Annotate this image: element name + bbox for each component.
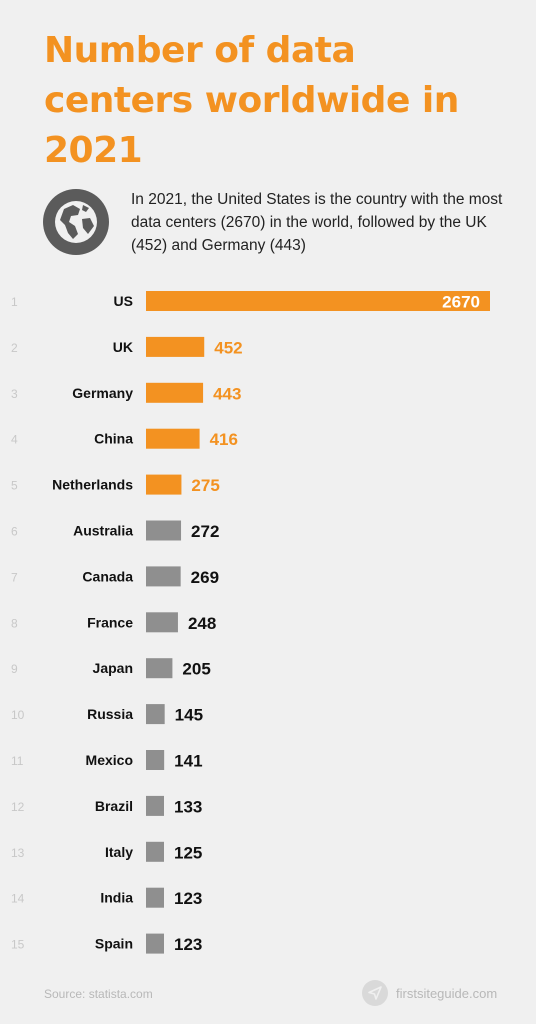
bar-russia [146, 704, 165, 725]
rank-13: 13 [11, 846, 25, 860]
rank-1: 1 [11, 295, 18, 309]
category-label-france: France [87, 614, 133, 630]
bar-chart: 1 US 2670 2 UK 452 3 Germany 443 4 China 416 5 Nether… [11, 291, 490, 954]
value-label-russia: 145 [175, 706, 203, 725]
bar-germany [146, 382, 204, 403]
globe-icon [43, 189, 109, 255]
value-label-brazil: 133 [174, 797, 202, 816]
bar-india [146, 887, 164, 908]
category-label-china: China [94, 431, 133, 447]
rank-15: 15 [11, 938, 25, 952]
rank-12: 12 [11, 800, 25, 814]
value-label-us: 2670 [442, 293, 480, 312]
value-label-germany: 443 [213, 384, 241, 403]
bar-china [146, 428, 200, 449]
category-label-australia: Australia [73, 523, 133, 539]
rank-14: 14 [11, 892, 25, 906]
value-label-netherlands: 275 [191, 476, 219, 495]
value-label-mexico: 141 [174, 752, 202, 771]
category-label-germany: Germany [72, 385, 133, 401]
rank-3: 3 [11, 387, 18, 401]
bar-netherlands [146, 474, 182, 495]
chart-title: Number of data centers worldwide in 2021 [44, 30, 459, 171]
bar-japan [146, 658, 173, 679]
rank-6: 6 [11, 525, 18, 539]
category-label-russia: Russia [87, 706, 133, 722]
bar-uk [146, 336, 205, 357]
rank-2: 2 [11, 341, 18, 355]
category-label-brazil: Brazil [95, 798, 133, 814]
bar-italy [146, 841, 164, 862]
rank-4: 4 [11, 433, 18, 447]
bar-canada [146, 566, 181, 587]
source-label: Source: statista.com [44, 987, 153, 1001]
bar-brazil [146, 795, 164, 816]
rank-7: 7 [11, 570, 18, 584]
value-label-uk: 452 [214, 338, 242, 357]
rank-8: 8 [11, 616, 18, 630]
value-label-china: 416 [210, 430, 238, 449]
bar-mexico [146, 750, 165, 770]
category-label-canada: Canada [82, 568, 133, 584]
value-label-canada: 269 [191, 568, 219, 587]
bar-australia [146, 520, 182, 541]
brand-name: firstsiteguide.com [396, 985, 498, 1001]
chart-subtitle: In 2021, the United States is the countr… [131, 191, 503, 254]
category-label-uk: UK [113, 339, 133, 355]
value-label-france: 248 [188, 614, 216, 633]
rank-9: 9 [11, 662, 18, 676]
paper-plane-icon [362, 980, 388, 1006]
rank-11: 11 [11, 754, 24, 768]
value-label-italy: 125 [174, 843, 202, 862]
bar-spain [146, 933, 164, 954]
category-label-italy: Italy [105, 844, 133, 860]
category-label-japan: Japan [93, 660, 133, 676]
rank-5: 5 [11, 479, 18, 493]
value-label-japan: 205 [182, 660, 210, 679]
value-label-india: 123 [174, 889, 202, 908]
brand-footer[interactable]: firstsiteguide.com [362, 980, 497, 1006]
bar-france [146, 612, 178, 633]
category-label-india: India [100, 890, 133, 906]
category-label-netherlands: Netherlands [52, 477, 133, 493]
value-label-australia: 272 [191, 522, 219, 541]
value-label-spain: 123 [174, 935, 202, 954]
category-label-mexico: Mexico [86, 752, 133, 768]
category-label-us: US [114, 293, 133, 309]
category-label-spain: Spain [95, 936, 133, 952]
bar-us [146, 291, 490, 311]
rank-10: 10 [11, 708, 25, 722]
